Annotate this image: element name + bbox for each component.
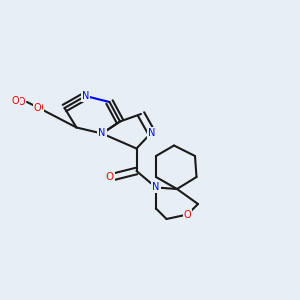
Text: O: O — [105, 172, 114, 182]
Text: O: O — [12, 95, 20, 106]
Text: N: N — [152, 182, 160, 193]
Text: O: O — [35, 103, 43, 113]
Text: O: O — [17, 97, 25, 107]
Text: O: O — [34, 103, 41, 113]
Text: O: O — [184, 209, 191, 220]
Text: N: N — [98, 128, 106, 139]
Text: N: N — [82, 91, 89, 101]
Text: N: N — [148, 128, 155, 138]
